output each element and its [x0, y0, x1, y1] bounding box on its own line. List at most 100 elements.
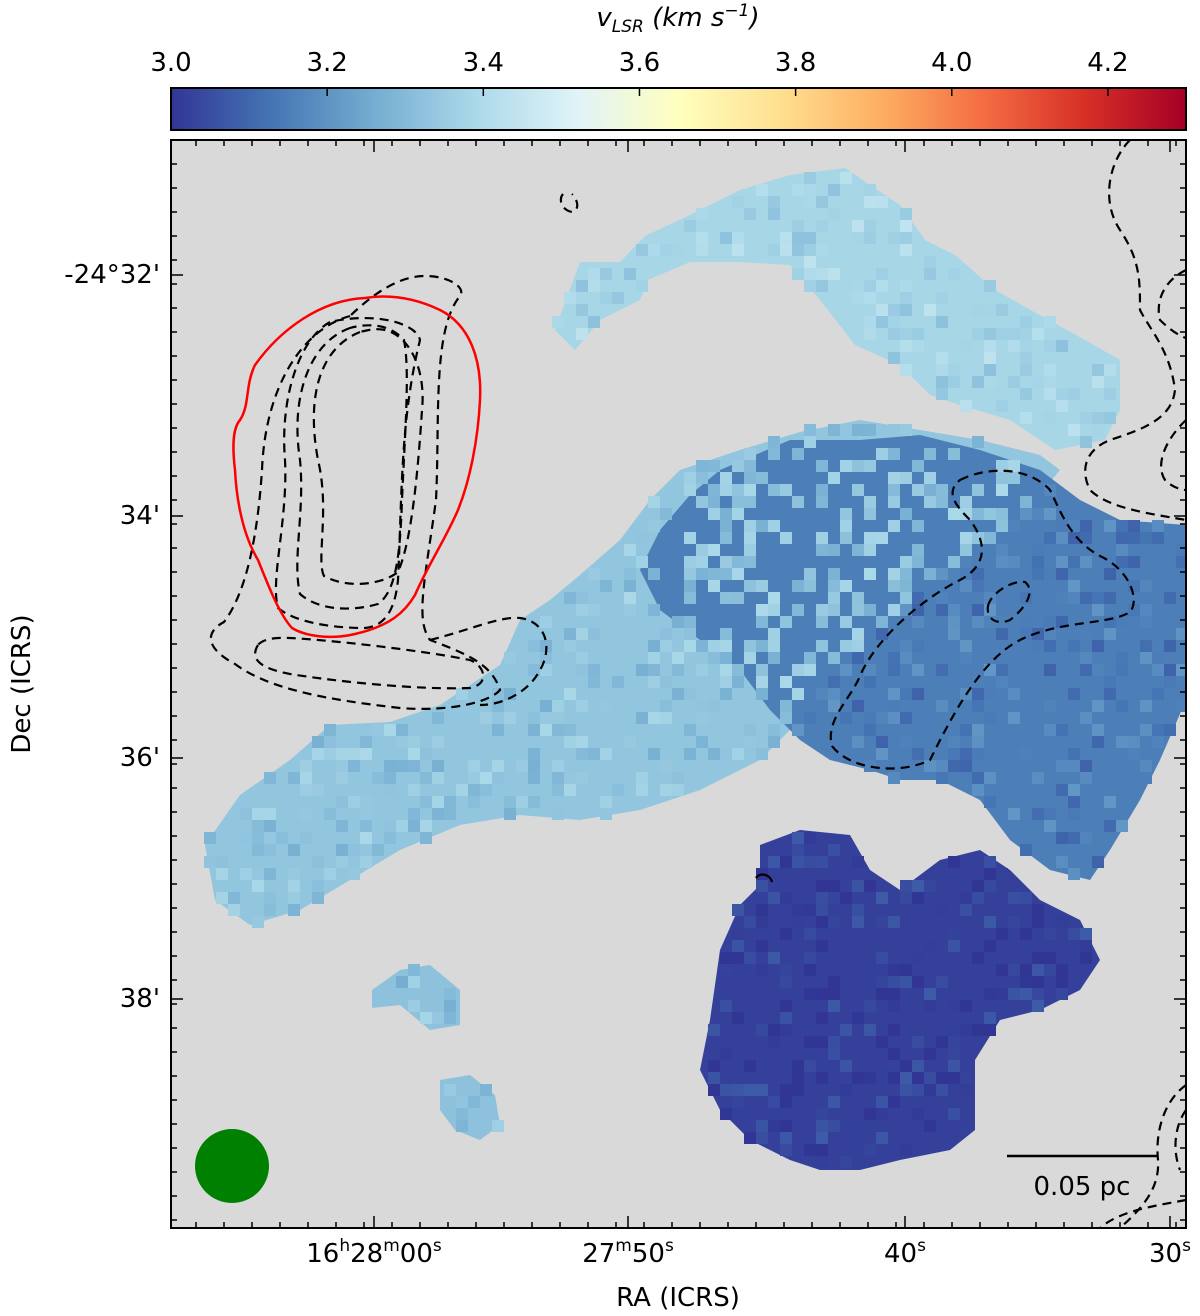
map-pixel — [528, 640, 540, 652]
map-pixel — [936, 352, 948, 364]
map-pixel — [876, 532, 888, 544]
map-pixel — [1044, 808, 1056, 820]
map-pixel — [828, 184, 840, 196]
map-pixel — [1092, 736, 1104, 748]
map-pixel — [828, 892, 840, 904]
map-pixel — [1140, 604, 1152, 616]
map-pixel — [408, 748, 420, 760]
map-pixel — [696, 244, 708, 256]
map-pixel — [1044, 616, 1056, 628]
map-pixel — [312, 856, 324, 868]
map-pixel — [792, 664, 804, 676]
map-pixel — [672, 664, 684, 676]
map-pixel — [432, 736, 444, 748]
map-pixel — [720, 1000, 732, 1012]
map-pixel — [552, 700, 564, 712]
colorbar-tick-label: 4.0 — [931, 48, 972, 78]
map-pixel — [480, 772, 492, 784]
map-pixel — [720, 532, 732, 544]
map-pixel — [660, 688, 672, 700]
map-pixel — [828, 676, 840, 688]
map-pixel — [684, 568, 696, 580]
map-pixel — [888, 352, 900, 364]
map-pixel — [1068, 532, 1080, 544]
map-pixel — [1044, 340, 1056, 352]
map-pixel — [972, 328, 984, 340]
map-pixel — [396, 736, 408, 748]
map-pixel — [720, 952, 732, 964]
map-pixel — [732, 664, 744, 676]
contour-arc — [429, 616, 548, 707]
map-pixel — [696, 472, 708, 484]
map-pixel — [984, 796, 996, 808]
map-pixel — [900, 508, 912, 520]
map-pixel — [1032, 988, 1044, 1000]
map-pixel — [864, 676, 876, 688]
map-pixel — [648, 652, 660, 664]
map-pixel — [1056, 856, 1068, 868]
map-pixel — [720, 652, 732, 664]
map-pixel — [864, 1108, 876, 1120]
map-pixel — [852, 1012, 864, 1024]
map-pixel — [960, 556, 972, 568]
map-pixel — [996, 664, 1008, 676]
map-pixel — [816, 268, 828, 280]
map-pixel — [636, 532, 648, 544]
map-pixel — [780, 976, 792, 988]
map-pixel — [288, 904, 300, 916]
map-pixel — [948, 628, 960, 640]
map-pixel — [756, 580, 768, 592]
map-pixel — [1080, 952, 1092, 964]
map-pixel — [780, 700, 792, 712]
map-pixel — [348, 760, 360, 772]
map-pixel — [924, 1120, 936, 1132]
map-pixel — [1152, 664, 1164, 676]
map-pixel — [696, 460, 708, 472]
map-pixel — [816, 856, 828, 868]
map-pixel — [1068, 592, 1080, 604]
map-pixel — [852, 652, 864, 664]
map-pixel — [948, 1048, 960, 1060]
map-pixel — [1020, 412, 1032, 424]
map-pixel — [528, 772, 540, 784]
map-pixel — [204, 856, 216, 868]
map-pixel — [1008, 328, 1020, 340]
map-pixel — [1080, 520, 1092, 532]
map-pixel — [816, 244, 828, 256]
map-pixel — [1044, 700, 1056, 712]
map-pixel — [1140, 700, 1152, 712]
map-pixel — [732, 592, 744, 604]
contour-bar — [254, 636, 485, 690]
map-pixel — [1104, 688, 1116, 700]
map-pixel — [1128, 520, 1140, 532]
map-pixel — [720, 472, 732, 484]
map-pixel — [480, 1084, 492, 1096]
map-pixel — [888, 304, 900, 316]
map-pixel — [792, 1060, 804, 1072]
map-pixel — [648, 244, 660, 256]
map-pixel — [540, 640, 552, 652]
map-pixel — [1140, 640, 1152, 652]
map-pixel — [984, 916, 996, 928]
map-pixel — [768, 1096, 780, 1108]
map-pixel — [744, 1060, 756, 1072]
map-pixel — [576, 592, 588, 604]
map-pixel — [1032, 964, 1044, 976]
map-pixel — [888, 424, 900, 436]
map-pixel — [1008, 808, 1020, 820]
map-pixel — [432, 760, 444, 772]
map-pixel — [744, 448, 756, 460]
map-pixel — [900, 736, 912, 748]
map-pixel — [660, 628, 672, 640]
map-pixel — [744, 1084, 756, 1096]
map-pixel — [888, 1024, 900, 1036]
map-pixel — [804, 232, 816, 244]
map-pixel — [300, 784, 312, 796]
map-pixel — [1032, 556, 1044, 568]
map-pixel — [492, 688, 504, 700]
map-pixel — [564, 292, 576, 304]
map-pixel — [912, 688, 924, 700]
map-pixel — [1176, 664, 1186, 676]
map-pixel — [360, 856, 372, 868]
map-pixel — [888, 976, 900, 988]
